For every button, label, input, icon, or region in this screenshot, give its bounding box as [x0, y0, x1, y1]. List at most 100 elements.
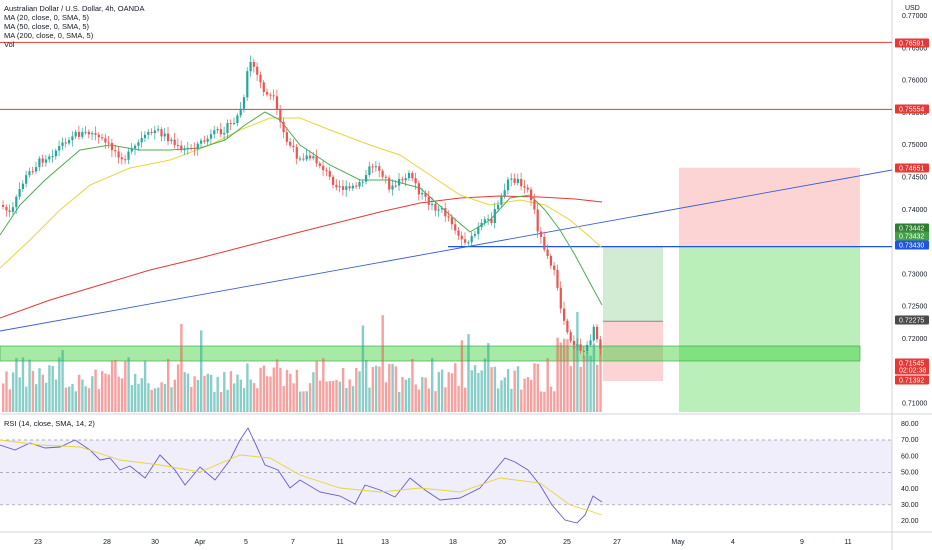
candle-body	[487, 218, 490, 220]
volume-bar	[454, 363, 457, 412]
candle-body	[275, 96, 279, 109]
candle-body	[41, 158, 44, 163]
volume-bar	[365, 360, 368, 412]
price-tag-text: 0.73432	[899, 234, 924, 241]
price-tag-text: 0.73430	[899, 243, 924, 250]
volume-bar	[147, 383, 150, 412]
price-tag: 0.71392	[895, 375, 929, 385]
volume-bar	[421, 376, 424, 412]
volume-bar	[361, 325, 365, 412]
candle-body	[5, 206, 8, 211]
volume-bar	[242, 388, 246, 412]
volume-bar	[176, 364, 180, 412]
position-stop-zone-1	[603, 321, 663, 381]
candle-body	[559, 287, 562, 309]
ma20-label[interactable]: MA (20, close, 0, SMA, 5)	[4, 13, 90, 22]
time-tick: May	[671, 539, 685, 546]
candle-body	[213, 130, 216, 135]
candle-body	[147, 131, 150, 135]
volume-bar	[229, 371, 233, 412]
volume-bar	[566, 339, 569, 412]
volume-bar	[374, 365, 378, 412]
candle-body	[490, 218, 493, 224]
candle-body	[68, 140, 71, 144]
candle-body	[437, 209, 440, 211]
candle-body	[348, 186, 351, 189]
volume-bar	[71, 383, 74, 412]
candle-body	[285, 132, 288, 142]
volume-bar	[233, 383, 236, 412]
volume-bar	[292, 383, 295, 412]
volume-bar	[196, 379, 200, 412]
volume-bar	[582, 355, 586, 412]
candle-body	[124, 159, 127, 161]
candle-body	[365, 175, 368, 182]
candle-body	[546, 249, 549, 257]
candle-body	[21, 183, 24, 190]
candle-body	[272, 95, 275, 97]
price-tag: 0.74651	[895, 163, 929, 173]
volume-bar	[312, 372, 315, 412]
ma200-label[interactable]: MA (200, close, 0, SMA, 5)	[4, 31, 94, 40]
candle-body	[599, 339, 602, 349]
volume-bar	[414, 384, 417, 412]
candle-body	[299, 158, 302, 160]
volume-bar	[11, 372, 15, 412]
volume-bar	[150, 389, 153, 412]
candle-body	[589, 340, 592, 345]
volume-bar	[117, 376, 120, 412]
volume-bar	[48, 365, 51, 412]
candle-body	[28, 171, 31, 176]
volume-bar	[599, 343, 602, 412]
candle-body	[246, 71, 249, 98]
candle-body	[256, 66, 259, 75]
rsi-tick: 70.00	[901, 437, 919, 444]
volume-bar	[134, 373, 137, 412]
volume-bar	[44, 382, 48, 412]
rsi-label[interactable]: RSI (14, close, SMA, 14, 2)	[4, 419, 95, 428]
volume-bar	[553, 391, 556, 412]
ma50-label[interactable]: MA (50, close, 0, SMA, 5)	[4, 22, 90, 31]
volume-bar	[473, 365, 477, 412]
symbol-title[interactable]: Australian Dollar / U.S. Dollar, 4h, OAN…	[4, 4, 145, 13]
candle-body	[421, 193, 424, 195]
volume-bar	[411, 358, 414, 412]
candle-body	[325, 170, 328, 172]
candle-body	[404, 178, 407, 181]
rsi-tick: 60.00	[901, 453, 919, 460]
position-target-zone-1	[603, 246, 663, 322]
volume-bar	[308, 383, 312, 412]
volume-bar	[186, 373, 190, 412]
volume-bar	[431, 358, 434, 412]
candle-body	[193, 148, 196, 150]
price-tick: 0.76500	[902, 45, 927, 52]
candle-body	[130, 148, 133, 152]
time-tick: 4	[731, 539, 735, 546]
volume-bar	[384, 382, 388, 412]
volume-bar	[325, 381, 328, 412]
volume-bar	[398, 391, 401, 412]
candle-body	[295, 147, 298, 159]
volume-bar	[322, 358, 325, 412]
volume-bar	[252, 383, 256, 412]
candle-body	[473, 234, 477, 236]
volume-bar	[434, 391, 437, 412]
volume-bar	[170, 387, 173, 412]
candle-body	[576, 344, 579, 346]
candle-body	[592, 326, 595, 341]
volume-bar	[556, 337, 559, 412]
price-tick: 0.72500	[902, 304, 927, 311]
volume-bar	[213, 391, 216, 412]
volume-bar	[275, 359, 279, 412]
volume-bar	[54, 379, 58, 412]
volume-bar	[137, 383, 140, 412]
volume-bar	[305, 391, 308, 412]
volume-bar	[589, 355, 592, 412]
volume-bar	[28, 359, 31, 412]
candle-body	[586, 344, 589, 352]
candle-body	[480, 222, 483, 228]
volume-bar	[480, 370, 483, 412]
volume-bar	[563, 338, 566, 412]
volume-label[interactable]: Vol	[4, 40, 15, 49]
